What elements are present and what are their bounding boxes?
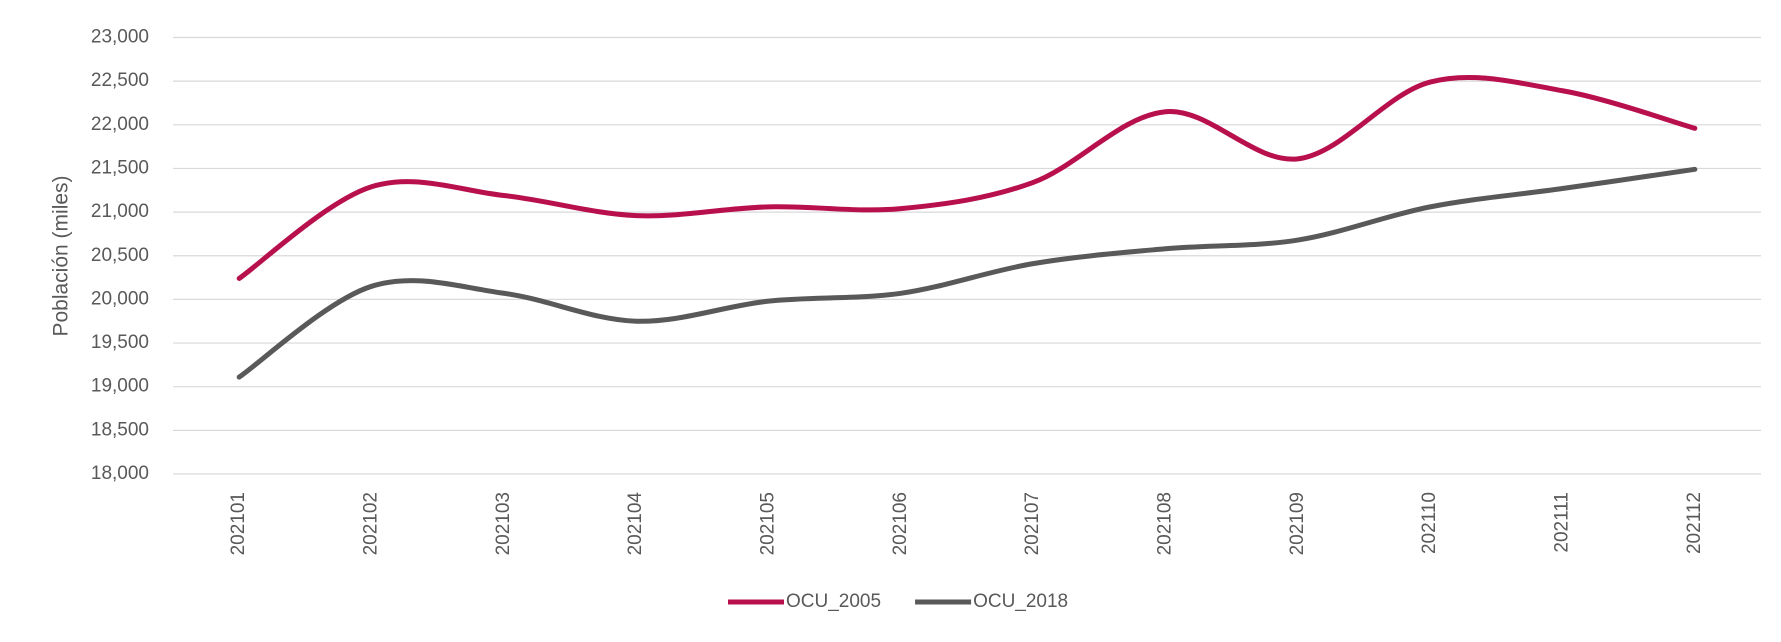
x-tick-label: 202103 bbox=[493, 492, 514, 555]
y-tick-label: 19,500 bbox=[91, 332, 149, 353]
y-tick-label: 18,500 bbox=[91, 419, 149, 440]
line-series bbox=[236, 75, 1698, 281]
x-tick-label: 202112 bbox=[1684, 492, 1705, 554]
legend-label: OCU_2018 bbox=[973, 591, 1068, 612]
line-series bbox=[236, 166, 1698, 380]
y-tick-label: 21,000 bbox=[91, 201, 149, 222]
x-tick-label: 202102 bbox=[361, 492, 382, 555]
x-tick-label: 202104 bbox=[625, 492, 646, 556]
y-tick-label: 18,000 bbox=[91, 463, 149, 484]
y-tick-label: 22,000 bbox=[91, 114, 149, 135]
x-tick-label: 202107 bbox=[1022, 492, 1043, 555]
x-tick-label: 202105 bbox=[758, 492, 779, 555]
y-tick-label: 21,500 bbox=[91, 157, 149, 178]
x-tick-label: 202108 bbox=[1155, 492, 1176, 555]
x-tick-label: 202110 bbox=[1419, 492, 1440, 554]
x-tick-label: 202111 bbox=[1552, 492, 1573, 553]
y-tick-label: 23,000 bbox=[91, 27, 149, 48]
y-tick-label: 22,500 bbox=[91, 70, 149, 91]
x-tick-label: 202101 bbox=[228, 492, 249, 555]
y-axis-title: Población (miles) bbox=[50, 175, 73, 336]
y-tick-label: 20,000 bbox=[91, 288, 149, 309]
x-tick-label: 202106 bbox=[890, 492, 911, 555]
x-tick-label: 202109 bbox=[1287, 492, 1308, 555]
y-tick-label: 19,000 bbox=[91, 376, 149, 397]
legend-label: OCU_2005 bbox=[786, 591, 881, 612]
y-tick-label: 20,500 bbox=[91, 245, 149, 266]
